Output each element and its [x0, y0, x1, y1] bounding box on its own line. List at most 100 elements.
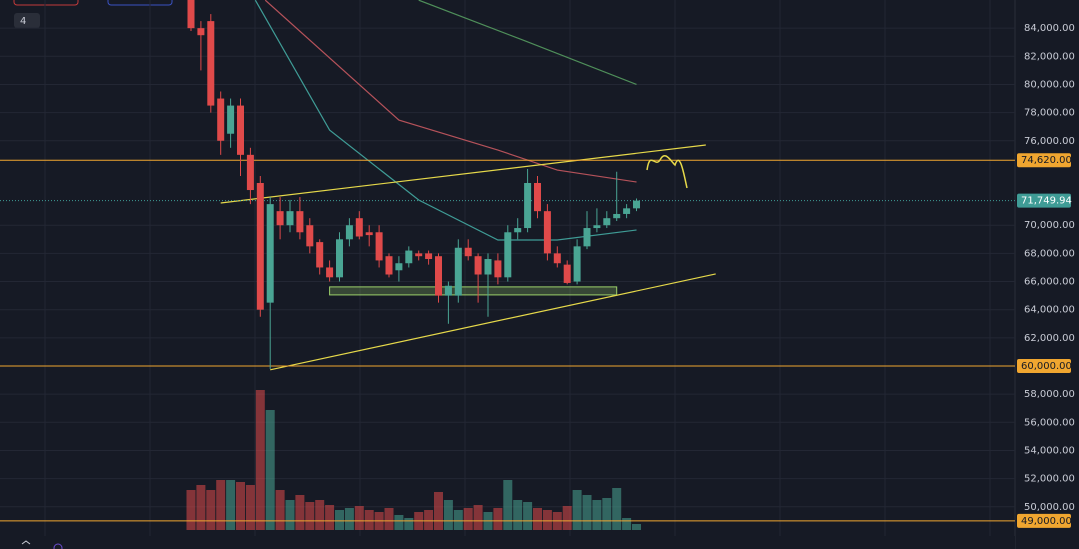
candle-body — [425, 253, 433, 260]
candle-body — [583, 228, 591, 247]
candle-body — [613, 213, 621, 219]
volume-bar — [533, 508, 542, 530]
overlay-line — [264, 0, 637, 183]
candle-body — [405, 250, 413, 264]
volume-bar — [344, 508, 354, 530]
price-label: 49,000.00 — [1021, 516, 1072, 527]
overlay-line — [270, 273, 716, 371]
candle-body — [296, 211, 304, 233]
price-label-box — [1017, 153, 1071, 168]
overlay-line — [220, 144, 706, 204]
volume-bar — [513, 500, 523, 530]
candle-body — [514, 228, 522, 233]
volume-bar — [216, 480, 226, 530]
volume-bar — [384, 508, 394, 530]
toolbar — [0, 536, 1015, 549]
candle-body — [306, 225, 314, 247]
y-tick-label: 78,000.00 — [1024, 108, 1075, 119]
candle-body — [227, 105, 235, 134]
volume-bar — [622, 518, 632, 530]
volume-bar — [443, 500, 453, 530]
candle-body — [355, 218, 363, 237]
y-tick-label: 68,000.00 — [1024, 248, 1075, 259]
volume-bar — [424, 510, 434, 530]
candle-body — [633, 200, 640, 209]
candle-body — [217, 98, 225, 141]
volume-bar — [295, 495, 305, 530]
candle-body — [395, 263, 403, 271]
volume-bar — [473, 505, 483, 530]
y-tick-label: 52,000.00 — [1024, 474, 1075, 485]
volume-bar — [354, 506, 364, 530]
candle-body — [415, 253, 423, 257]
y-tick-label: 80,000.00 — [1024, 79, 1075, 90]
volume-bar — [325, 505, 335, 530]
volume-bar — [582, 495, 592, 530]
overlay-line — [254, 0, 637, 241]
sell-button[interactable] — [13, 0, 79, 6]
candle-body — [246, 154, 254, 191]
y-tick-label: 54,000.00 — [1024, 445, 1075, 456]
candle-body — [464, 247, 472, 257]
y-tick-label: 82,000.00 — [1024, 51, 1075, 62]
candle-body — [573, 246, 581, 282]
volume-bar — [602, 498, 612, 530]
y-tick-label: 66,000.00 — [1024, 277, 1075, 288]
candle-body — [207, 21, 215, 106]
volume-bar — [245, 485, 255, 530]
candle-body — [623, 208, 631, 214]
volume-bar — [196, 485, 206, 530]
volume-bar — [523, 502, 533, 530]
candle-body — [484, 259, 492, 275]
candle-body — [385, 256, 393, 275]
candle-body — [534, 183, 541, 212]
volume-bar — [285, 500, 295, 530]
candle-body — [276, 211, 284, 226]
y-tick-label: 56,000.00 — [1024, 417, 1075, 428]
volume-bar — [315, 500, 325, 530]
badge: 4 — [20, 16, 26, 27]
volume-bar — [275, 490, 285, 530]
volume-bar — [612, 488, 622, 530]
candle-body — [524, 183, 532, 229]
volume-bar — [503, 480, 513, 530]
candle-body — [543, 211, 551, 254]
y-tick-label: 76,000.00 — [1024, 136, 1075, 147]
volume-bar — [236, 482, 245, 530]
volume-bar — [562, 506, 572, 530]
volume-bar — [453, 510, 463, 530]
price-label-box — [1017, 193, 1071, 208]
volume-bar — [255, 390, 265, 530]
candle-body — [237, 105, 244, 155]
volume-bar — [265, 410, 275, 530]
volume-bar — [542, 510, 552, 530]
volume-bar — [493, 508, 503, 530]
volume-bar — [592, 500, 602, 530]
price-label-box — [1017, 359, 1071, 373]
price-label-box — [1017, 513, 1071, 528]
candle-body — [345, 225, 353, 240]
hand-drawing — [646, 155, 688, 189]
volume-bar — [404, 518, 414, 530]
candle-body — [197, 28, 205, 36]
volume-bar — [226, 480, 236, 530]
price-label: 74,620.00 — [1021, 155, 1072, 166]
candle-body — [316, 242, 324, 268]
collapse-icon[interactable] — [21, 540, 31, 545]
y-tick-label: 64,000.00 — [1024, 305, 1075, 316]
y-tick-label: 70,000.00 — [1024, 220, 1075, 231]
y-tick-label: 50,000.00 — [1024, 502, 1075, 513]
volume-bar — [434, 492, 443, 530]
buy-button[interactable] — [107, 0, 173, 6]
y-tick-label: 84,000.00 — [1024, 23, 1075, 34]
tool-icon[interactable] — [53, 543, 63, 549]
volume-bar — [572, 490, 582, 530]
candle-body — [444, 285, 452, 296]
price-label: 71,749.94 — [1021, 196, 1072, 207]
y-tick-label: 62,000.00 — [1024, 333, 1075, 344]
candle-body — [603, 218, 611, 226]
volume-bar — [364, 510, 374, 530]
volume-bar — [335, 510, 344, 530]
